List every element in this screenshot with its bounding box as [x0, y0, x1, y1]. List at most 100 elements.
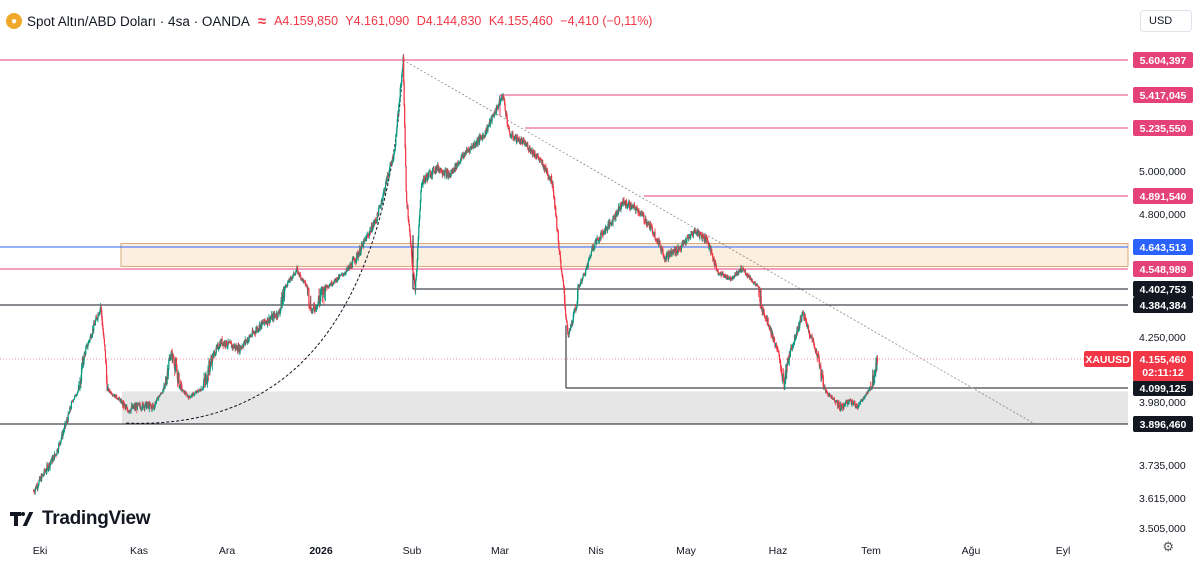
candle-body	[262, 322, 264, 324]
candle-body	[714, 262, 716, 267]
candle-body	[338, 275, 341, 278]
candle-body	[218, 348, 220, 350]
candle-body	[174, 365, 176, 370]
candle-body	[322, 287, 324, 292]
candle-body	[718, 274, 720, 275]
candle-body	[292, 276, 294, 278]
candle-body	[193, 393, 195, 396]
candle-body	[604, 227, 607, 232]
candle-body	[471, 146, 473, 148]
candle-body	[91, 334, 93, 337]
level-tag-label: 5.235,550	[1140, 123, 1187, 135]
candle-body	[251, 330, 253, 336]
candle-body	[460, 159, 462, 163]
candle-body	[76, 392, 78, 395]
candle-body	[239, 346, 241, 352]
candle-body	[72, 401, 74, 403]
candle-body	[498, 103, 500, 106]
candle-body	[196, 390, 198, 393]
candle-body	[186, 393, 188, 397]
price-axis[interactable]: 5.000,000 4.800,000 4.250,000 3.980,000 3.73…	[1139, 166, 1186, 535]
candle-body	[431, 169, 434, 176]
currency-selector[interactable]: USD	[1140, 10, 1192, 32]
candle-body	[92, 328, 94, 335]
candle-body	[615, 212, 618, 217]
candle-body	[680, 248, 682, 250]
candle-body	[453, 168, 455, 172]
candle-body	[142, 402, 144, 404]
candle-body	[586, 267, 588, 269]
candle-body	[694, 229, 696, 234]
candle-body	[77, 388, 79, 392]
time-tick-label: Ağu	[962, 545, 981, 557]
candle-body	[316, 305, 319, 309]
candle-body	[548, 176, 551, 178]
candle-body	[111, 394, 113, 395]
candle-body	[446, 170, 448, 178]
candle-body	[564, 301, 566, 308]
candle-body	[717, 270, 719, 275]
candle-body	[608, 221, 611, 228]
candle-body	[106, 388, 109, 391]
candle-body	[43, 474, 45, 476]
candle-body	[788, 360, 790, 363]
level-tag	[1133, 297, 1193, 313]
candle-body	[520, 139, 522, 144]
candle-body	[177, 374, 179, 383]
candle-body	[801, 312, 803, 315]
candle-body	[838, 401, 840, 406]
candle-body	[697, 231, 699, 236]
candle-body	[152, 405, 154, 408]
candle-body	[512, 137, 515, 139]
candle-body	[701, 235, 703, 239]
candle-body	[638, 210, 640, 214]
candle-body	[563, 285, 565, 288]
candle-body	[339, 275, 342, 277]
candle-body	[95, 317, 97, 321]
candle-body	[168, 359, 170, 369]
candle-body	[746, 272, 748, 276]
time-axis[interactable]: Eki Kas Ara 2026 Sub Mar Nis May Haz Tem Ağu Eyl	[33, 545, 1071, 557]
candle-body	[419, 200, 421, 211]
candle-body	[590, 255, 592, 257]
candle-body	[75, 395, 77, 397]
candle-body	[532, 150, 535, 154]
candle-body	[366, 235, 369, 237]
candle-body	[82, 357, 84, 362]
candle-body	[534, 153, 536, 157]
candle-body	[692, 232, 695, 236]
candle-body	[254, 331, 256, 333]
candle-body	[872, 375, 874, 385]
candle-body	[625, 200, 628, 204]
symbol-title[interactable]: Spot Altın/ABD Doları · 4sa · OANDA	[27, 13, 250, 29]
candle-body	[842, 407, 844, 409]
candle-body	[852, 402, 855, 405]
candle-body	[635, 208, 637, 211]
candle-body	[775, 344, 778, 347]
candle-body	[510, 136, 512, 138]
candle-body	[124, 405, 126, 408]
candle-body	[612, 216, 615, 218]
candle-body	[622, 198, 625, 201]
candle-body	[261, 321, 263, 323]
candle-body	[371, 225, 373, 231]
candle-body	[156, 400, 158, 402]
candle-body	[399, 98, 401, 103]
candle-body	[708, 247, 710, 249]
candle-body	[620, 207, 622, 210]
level-tag	[1133, 416, 1193, 432]
candle-body	[522, 140, 524, 144]
candle-body	[863, 397, 865, 399]
candle-body	[284, 286, 286, 288]
candle-body	[103, 334, 105, 339]
candle-body	[763, 310, 765, 316]
candle-body	[154, 406, 156, 408]
candle-body	[792, 343, 795, 346]
level-tag	[1133, 87, 1193, 103]
candle-body	[818, 359, 820, 367]
candle-body	[393, 151, 395, 155]
gear-icon[interactable]: ⚙	[1162, 539, 1174, 554]
candle-body	[841, 405, 844, 408]
candle-body	[202, 384, 205, 388]
